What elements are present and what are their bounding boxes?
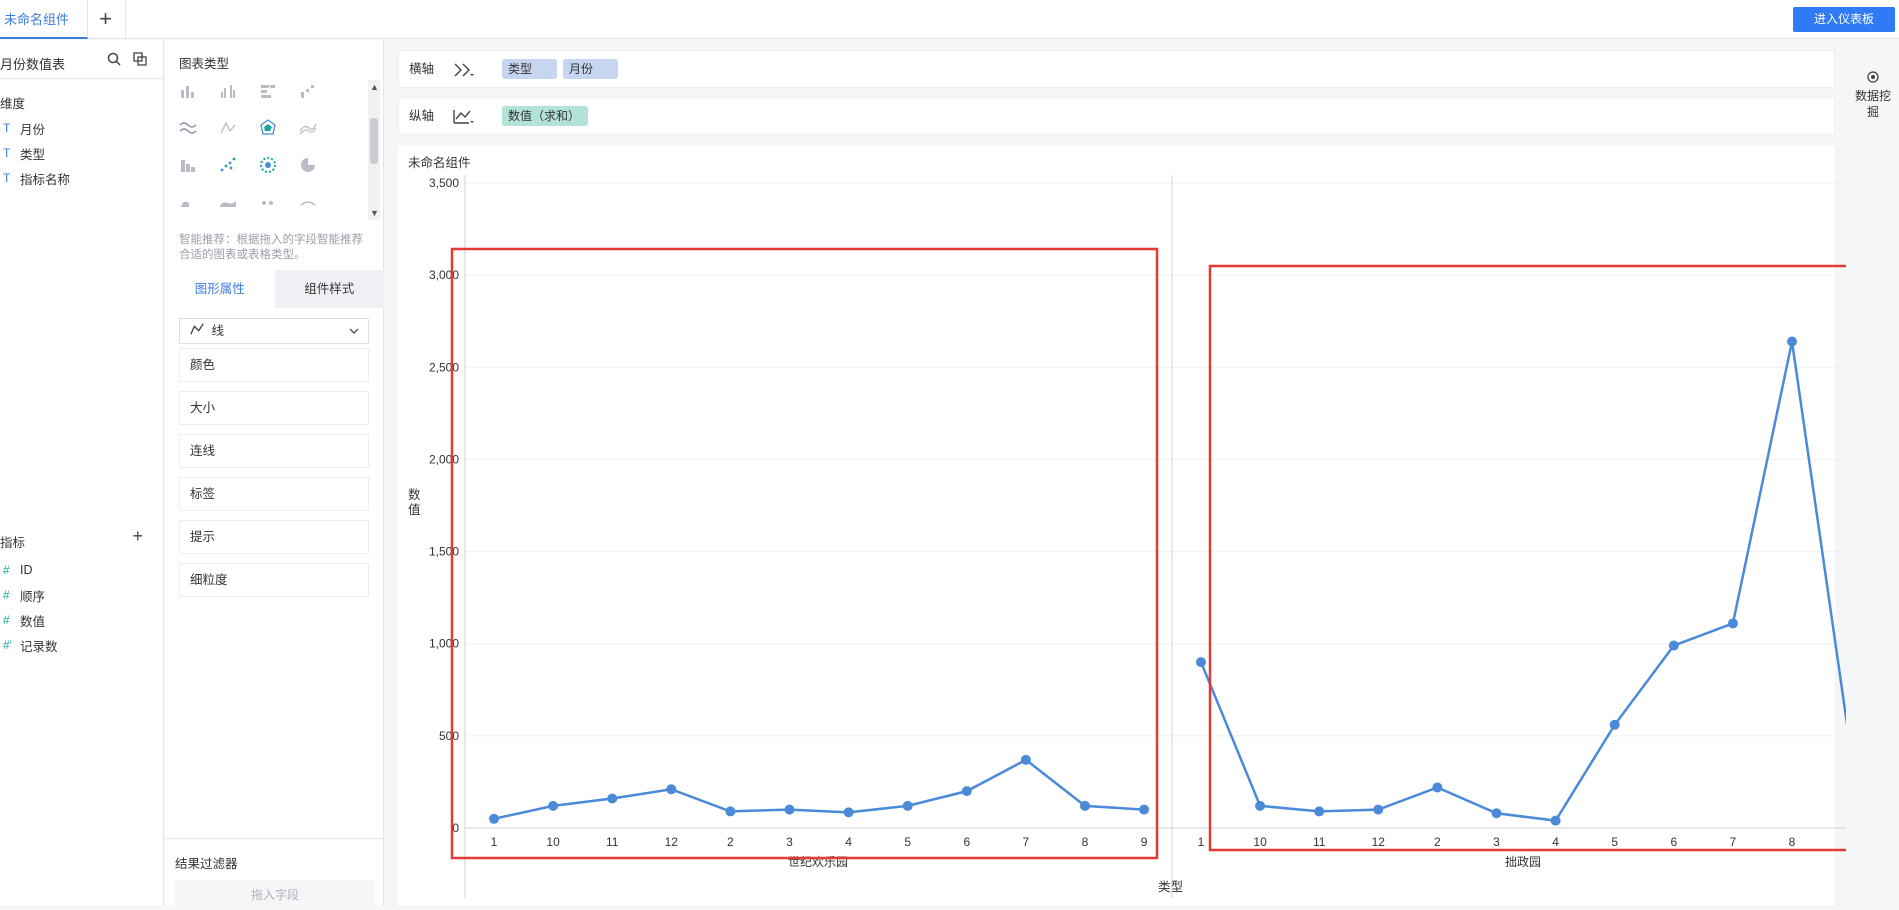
measures-label: 指标	[0, 536, 26, 550]
axis-sort-icon[interactable]	[451, 60, 475, 80]
y-axis-title: 数值	[408, 488, 421, 517]
property-tabs: 图形属性 组件样式	[165, 270, 384, 308]
tab-graphic-properties[interactable]: 图形属性	[165, 270, 275, 308]
add-measure-icon[interactable]: +	[132, 526, 143, 546]
chart-type-grid	[179, 82, 359, 222]
prop-tooltip[interactable]: 提示	[179, 520, 369, 554]
number-type-icon: #	[3, 588, 10, 602]
search-icon[interactable]	[106, 51, 122, 67]
x-pill-month[interactable]: 月份	[563, 59, 618, 79]
tab-unnamed-component[interactable]: 未命名组件	[0, 0, 89, 39]
enter-dashboard-button[interactable]: 进入仪表板	[1793, 7, 1895, 32]
funnel-icon[interactable]	[179, 193, 197, 211]
area-chart-icon[interactable]	[299, 119, 317, 137]
waterfall-icon[interactable]	[299, 82, 317, 100]
heat-map-icon[interactable]	[259, 193, 277, 211]
dimensions-label: 维度	[0, 97, 26, 111]
divider	[0, 78, 164, 79]
component-title: 未命名组件	[408, 156, 471, 170]
map-icon[interactable]	[219, 193, 237, 211]
field-type[interactable]: T 类型	[0, 143, 45, 163]
number-type-icon: #	[3, 613, 10, 627]
add-tab-button[interactable]: +	[86, 0, 126, 39]
field-record-count[interactable]: #' 记录数	[0, 635, 58, 655]
field-label: 月份	[20, 122, 46, 137]
chart-type-label: 图表类型	[179, 57, 230, 71]
chevron-down-icon	[348, 319, 360, 351]
field-value[interactable]: # 数值	[0, 610, 45, 630]
bar-chart-icon[interactable]	[179, 82, 197, 100]
mark-type-value: 线	[211, 324, 224, 338]
radar-icon[interactable]	[259, 119, 277, 137]
text-type-icon: T	[3, 146, 11, 160]
field-label: 类型	[20, 147, 46, 162]
histogram-icon[interactable]	[179, 156, 197, 174]
mark-type-select[interactable]: 线	[179, 318, 369, 344]
result-filter-label: 结果过滤器	[175, 857, 238, 871]
prop-connect[interactable]: 连线	[179, 434, 369, 468]
field-order[interactable]: # 顺序	[0, 585, 45, 605]
y-axis-label: 纵轴	[409, 109, 435, 123]
field-label: 记录数	[20, 639, 58, 654]
text-type-icon: T	[3, 121, 11, 135]
prop-color[interactable]: 颜色	[179, 348, 369, 382]
flow-map-icon[interactable]	[299, 193, 317, 211]
stacked-bar-icon[interactable]	[259, 82, 277, 100]
mining-label: 数据挖掘	[1854, 89, 1891, 119]
chart-type-scrollbar[interactable]: ▲ ▼	[368, 80, 380, 220]
radar-line-icon[interactable]	[219, 119, 237, 137]
number-type-icon: #'	[3, 638, 12, 652]
scatter-icon[interactable]	[219, 156, 237, 174]
filter-drop-zone[interactable]: 拖入字段	[175, 880, 375, 910]
x-axis-title: 类型	[1158, 880, 1184, 894]
scroll-down-icon[interactable]: ▼	[370, 208, 379, 218]
y-axis-shelf[interactable]: 纵轴 数值（求和）	[398, 97, 1835, 135]
field-label: 数值	[20, 614, 46, 629]
field-panel: 月份数值表 维度 T 月份 T 类型 T 指标名称 指标 + # ID # 顺序 # 数值 …	[0, 40, 164, 905]
number-type-icon: #	[3, 563, 10, 577]
config-panel: 图表类型 ▲ ▼ 智能推荐：根据拖入的字段智能推荐合适的图表或表格类型。 图形属…	[165, 40, 384, 910]
tab-component-style[interactable]: 组件样式	[304, 282, 355, 296]
field-label: ID	[20, 563, 33, 577]
field-label: 指标名称	[20, 172, 71, 187]
line-mark-icon	[190, 320, 208, 344]
text-type-icon: T	[3, 171, 11, 185]
scroll-up-icon[interactable]: ▲	[370, 82, 379, 92]
field-month[interactable]: T 月份	[0, 118, 45, 138]
switch-dataset-icon[interactable]	[132, 51, 148, 67]
prop-size[interactable]: 大小	[179, 391, 369, 425]
x-axis-shelf[interactable]: 横轴 类型 月份	[398, 50, 1835, 88]
bubble-icon[interactable]	[259, 156, 277, 174]
grouped-bar-icon[interactable]	[219, 82, 237, 100]
pie-chart-icon[interactable]	[299, 156, 317, 174]
prop-label[interactable]: 标签	[179, 477, 369, 511]
y-pill-value-sum[interactable]: 数值（求和）	[502, 106, 588, 126]
smart-recommend-hint: 智能推荐：根据拖入的字段智能推荐合适的图表或表格类型。	[179, 234, 363, 261]
line-chart-icon[interactable]	[179, 119, 197, 137]
top-bar: 未命名组件 + 进入仪表板	[0, 0, 1899, 39]
axis-type-icon[interactable]	[451, 107, 475, 127]
mining-icon	[1854, 70, 1892, 88]
x-axis-label: 横轴	[409, 62, 435, 76]
scroll-thumb[interactable]	[370, 118, 378, 164]
data-mining-button[interactable]: 数据挖掘	[1854, 70, 1892, 120]
right-toolbar: 数据挖掘	[1846, 40, 1899, 905]
prop-granularity[interactable]: 细粒度	[179, 563, 369, 597]
dataset-name: 月份数值表	[0, 57, 66, 72]
chart-canvas: 未命名组件 数值	[398, 146, 1835, 905]
field-indicator-name[interactable]: T 指标名称	[0, 168, 70, 188]
x-pill-type[interactable]: 类型	[502, 59, 557, 79]
field-id[interactable]: # ID	[0, 560, 33, 580]
field-label: 顺序	[20, 589, 46, 604]
divider	[165, 838, 384, 839]
